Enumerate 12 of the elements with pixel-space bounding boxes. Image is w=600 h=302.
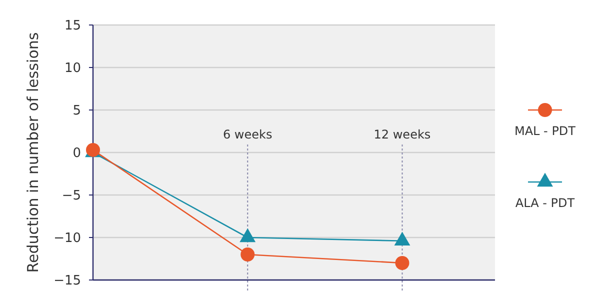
y-tick-label: 15 bbox=[64, 18, 81, 34]
y-tick-label: 0 bbox=[72, 146, 81, 162]
legend-label: MAL - PDT bbox=[514, 124, 576, 138]
y-axis-title: Reduction in number of lessions bbox=[24, 32, 42, 273]
ref-line-label: 6 weeks bbox=[223, 128, 272, 142]
y-tick-label: 5 bbox=[72, 104, 81, 119]
legend-label: ALA - PDT bbox=[515, 196, 576, 210]
y-tick-label: −5 bbox=[62, 188, 81, 204]
ref-line-label: 12 weeks bbox=[374, 128, 431, 142]
y-tick-label: 10 bbox=[64, 61, 81, 76]
y-tick-label: −10 bbox=[54, 231, 81, 246]
y-tick-label: −15 bbox=[54, 274, 81, 289]
